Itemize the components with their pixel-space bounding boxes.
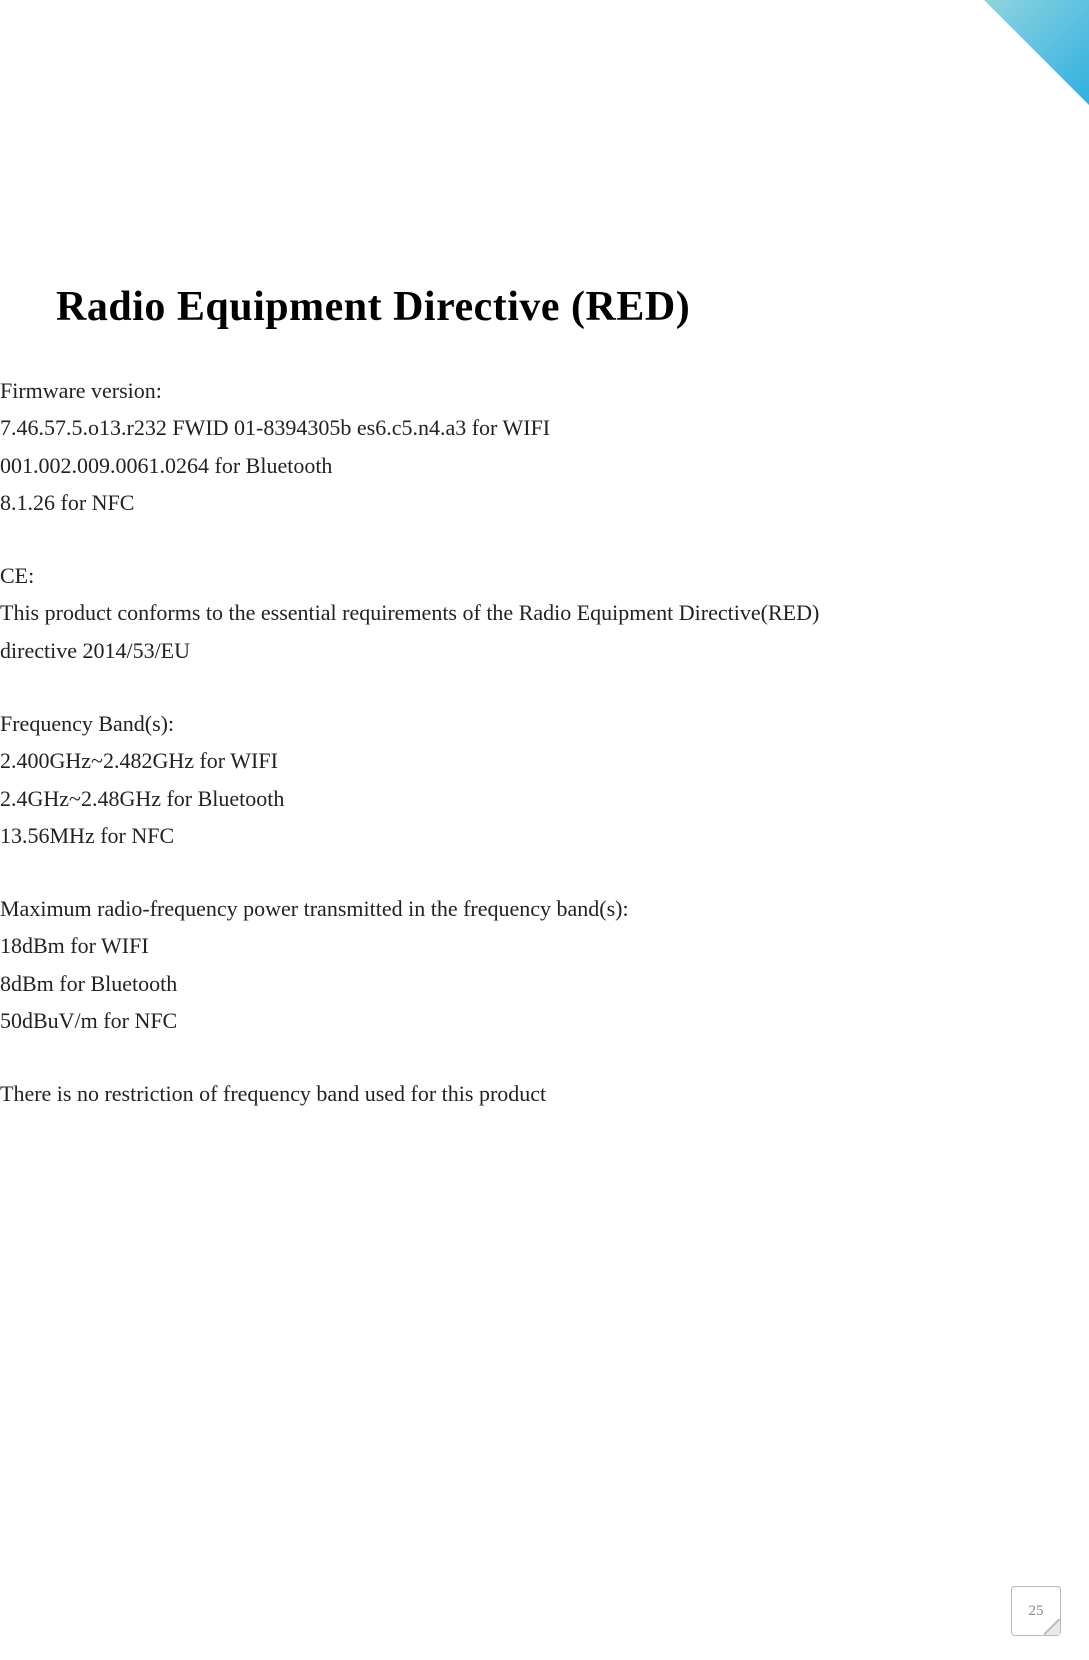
power-bluetooth: 8dBm for Bluetooth	[0, 965, 629, 1002]
ce-line1: This product conforms to the essential r…	[0, 594, 819, 631]
page-title: Radio Equipment Directive (RED)	[56, 283, 690, 331]
frequency-bluetooth: 2.4GHz~2.48GHz for Bluetooth	[0, 780, 284, 817]
ce-label: CE:	[0, 557, 819, 594]
firmware-section: Firmware version: 7.46.57.5.o13.r232 FWI…	[0, 372, 550, 522]
restriction-text: There is no restriction of frequency ban…	[0, 1075, 546, 1112]
firmware-label: Firmware version:	[0, 372, 550, 409]
restriction-section: There is no restriction of frequency ban…	[0, 1075, 546, 1112]
ce-line2: directive 2014/53/EU	[0, 632, 819, 669]
power-nfc: 50dBuV/m for NFC	[0, 1002, 629, 1039]
corner-decoration	[979, 0, 1089, 110]
power-label: Maximum radio-frequency power transmitte…	[0, 890, 629, 927]
frequency-label: Frequency Band(s):	[0, 705, 284, 742]
firmware-bluetooth: 001.002.009.0061.0264 for Bluetooth	[0, 447, 550, 484]
frequency-nfc: 13.56MHz for NFC	[0, 817, 284, 854]
firmware-wifi: 7.46.57.5.o13.r232 FWID 01-8394305b es6.…	[0, 409, 550, 446]
power-wifi: 18dBm for WIFI	[0, 927, 629, 964]
firmware-nfc: 8.1.26 for NFC	[0, 484, 550, 521]
frequency-section: Frequency Band(s): 2.400GHz~2.482GHz for…	[0, 705, 284, 855]
ce-section: CE: This product conforms to the essenti…	[0, 557, 819, 669]
power-section: Maximum radio-frequency power transmitte…	[0, 890, 629, 1040]
page-number: 25	[1029, 1603, 1044, 1620]
frequency-wifi: 2.400GHz~2.482GHz for WIFI	[0, 742, 284, 779]
page-number-box: 25	[1011, 1586, 1061, 1636]
page-fold-icon	[1044, 1619, 1060, 1635]
